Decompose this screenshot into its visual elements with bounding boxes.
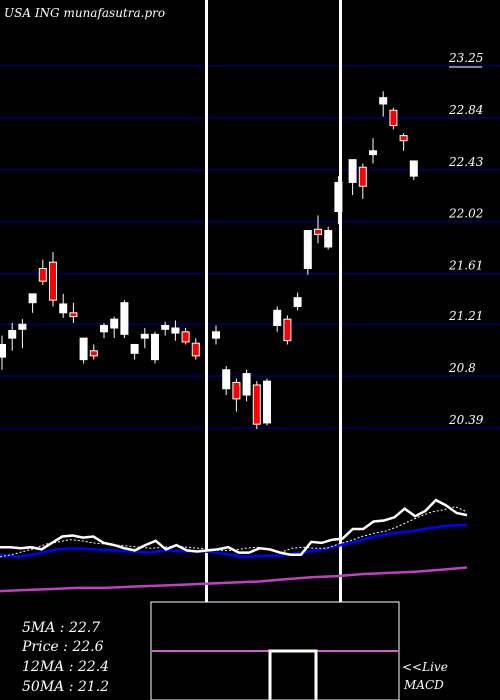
candle-body	[38, 268, 47, 282]
candle-body	[369, 150, 377, 156]
candle-body	[89, 350, 98, 357]
ma12-label: 12MA : 22.4	[22, 659, 109, 675]
summary-labels: 5MA : 22.7 Price : 22.6 12MA : 22.4 50MA…	[21, 620, 448, 695]
y-tick-label: 22.43	[448, 155, 484, 169]
y-tick-labels: 23.25 22.84 22.43 22.02 21.61 21.21 20.8 20.39	[448, 51, 484, 427]
candle-body	[69, 312, 78, 318]
grid	[0, 65, 500, 429]
candle-body	[358, 166, 367, 187]
candle-body	[303, 230, 312, 270]
y-tick-label: 23.25	[448, 51, 483, 65]
candle-body	[283, 318, 292, 342]
y-tick-label: 20.39	[448, 413, 484, 427]
candle-body	[263, 380, 271, 424]
ma50-label: 50MA : 21.2	[22, 679, 109, 695]
ma-slow-line	[0, 566, 468, 593]
candle-body	[110, 318, 119, 329]
candle-body	[0, 343, 6, 358]
candle-body	[28, 293, 37, 304]
ma5-label: 5MA : 22.7	[22, 620, 100, 636]
candle-body	[140, 333, 149, 339]
candle-body	[409, 160, 418, 177]
y-tick-label: 21.21	[448, 309, 483, 323]
candle-body	[130, 343, 139, 354]
candle-body	[314, 228, 322, 235]
candle-body	[79, 337, 88, 361]
candle-body	[191, 342, 200, 357]
candle-body	[212, 331, 220, 339]
candle-body	[151, 333, 159, 361]
candle-body	[232, 381, 241, 400]
candle-body	[389, 109, 398, 126]
candle-body	[100, 324, 108, 333]
watermark: USA ING munafasutra.pro	[4, 6, 165, 20]
candle-body	[171, 327, 180, 334]
candle-body	[181, 331, 190, 343]
candle-body	[293, 297, 302, 307]
candle-body	[242, 373, 251, 396]
candles	[0, 91, 418, 430]
candle-body	[334, 181, 343, 213]
vertical-markers	[205, 0, 342, 700]
price-label: Price : 22.6	[21, 639, 104, 655]
y-tick-label: 21.61	[448, 259, 483, 273]
candle-body	[379, 97, 388, 105]
macd-histogram-box	[268, 649, 318, 700]
indicator-panel	[0, 498, 468, 593]
candle-body	[222, 369, 231, 390]
candle-body	[399, 135, 408, 142]
candle-body	[161, 324, 170, 330]
candle-body	[273, 309, 282, 326]
candle-body	[324, 230, 333, 248]
vertical-marker-left	[205, 0, 208, 700]
candle-body	[120, 302, 129, 335]
y-tick-label: 22.02	[448, 207, 483, 221]
y-tick-label: 22.84	[448, 103, 483, 117]
candle-body	[348, 159, 357, 183]
macd-panel	[150, 601, 400, 700]
vertical-marker-right	[339, 0, 342, 700]
macd-label: MACD	[403, 678, 444, 692]
live-label: <<Live	[402, 660, 448, 674]
y-tick-label: 20.8	[448, 361, 476, 375]
candle-body	[49, 261, 57, 301]
ma-long-line	[0, 523, 468, 559]
price-line	[0, 498, 468, 556]
candle-body	[18, 323, 27, 330]
candle-body	[59, 303, 68, 314]
candle-body	[252, 384, 261, 425]
candle-body	[8, 330, 17, 339]
